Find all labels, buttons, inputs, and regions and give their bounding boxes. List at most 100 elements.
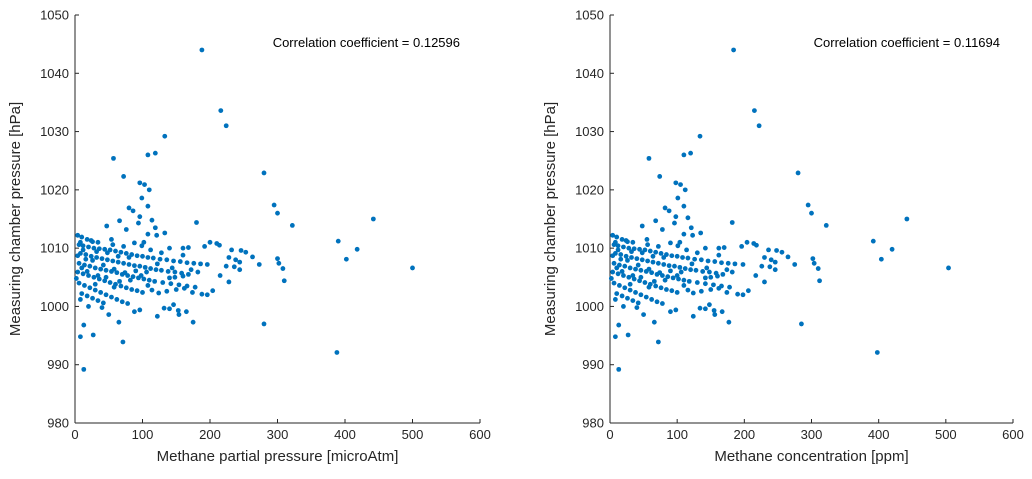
data-point bbox=[126, 255, 132, 260]
data-point bbox=[619, 269, 625, 274]
data-point bbox=[707, 302, 712, 308]
data-point bbox=[370, 216, 376, 222]
data-point bbox=[627, 287, 633, 293]
data-point bbox=[84, 237, 90, 242]
data-point bbox=[629, 255, 634, 260]
data-point bbox=[669, 253, 675, 259]
data-point bbox=[643, 294, 649, 300]
data-point bbox=[76, 242, 82, 248]
data-point bbox=[744, 239, 750, 245]
data-point bbox=[659, 227, 665, 232]
data-point bbox=[645, 258, 651, 264]
y-axis-label: Measuring chamber pressure [hPa] bbox=[7, 102, 24, 336]
data-point bbox=[766, 247, 771, 253]
data-point bbox=[180, 252, 186, 258]
data-point bbox=[731, 47, 736, 53]
data-point bbox=[231, 264, 237, 270]
data-point bbox=[140, 253, 145, 259]
data-point bbox=[192, 284, 198, 290]
data-point bbox=[148, 266, 154, 271]
data-point bbox=[651, 319, 657, 325]
data-point bbox=[649, 297, 655, 302]
data-point bbox=[154, 313, 160, 319]
data-point bbox=[627, 281, 633, 287]
data-point bbox=[666, 263, 672, 269]
data-point bbox=[690, 313, 696, 319]
data-point bbox=[680, 255, 685, 260]
data-point bbox=[614, 234, 620, 240]
data-point bbox=[774, 248, 779, 253]
y-tick-label: 1000 bbox=[575, 299, 604, 314]
data-point bbox=[625, 295, 630, 301]
data-point bbox=[223, 123, 229, 129]
data-point bbox=[634, 256, 640, 262]
x-tick-label: 400 bbox=[868, 427, 890, 442]
data-point bbox=[619, 293, 625, 299]
y-tick-label: 1010 bbox=[40, 241, 69, 256]
data-point bbox=[102, 246, 108, 252]
data-point bbox=[217, 273, 223, 278]
data-point bbox=[658, 250, 664, 256]
data-point bbox=[618, 256, 624, 262]
data-point bbox=[635, 300, 641, 306]
data-point bbox=[715, 273, 720, 279]
data-point bbox=[708, 287, 714, 292]
data-point bbox=[759, 263, 765, 269]
data-point bbox=[190, 319, 196, 325]
data-point bbox=[946, 265, 951, 271]
data-point bbox=[94, 249, 99, 255]
data-point bbox=[118, 249, 124, 255]
data-point bbox=[686, 278, 692, 284]
data-point bbox=[204, 262, 210, 267]
data-point bbox=[84, 293, 90, 299]
data-point bbox=[633, 266, 638, 272]
data-point bbox=[132, 240, 137, 246]
data-point bbox=[180, 273, 186, 279]
data-point bbox=[661, 255, 667, 260]
data-point bbox=[99, 256, 105, 262]
data-point bbox=[725, 260, 731, 266]
data-point bbox=[655, 339, 661, 345]
data-point bbox=[335, 238, 341, 244]
data-point bbox=[681, 231, 687, 237]
x-tick-label: 200 bbox=[733, 427, 755, 442]
data-point bbox=[677, 264, 683, 270]
data-point bbox=[126, 262, 132, 267]
data-point bbox=[88, 253, 94, 259]
data-point bbox=[716, 285, 722, 291]
data-point bbox=[145, 152, 151, 158]
data-point bbox=[111, 155, 116, 161]
data-point bbox=[152, 150, 158, 156]
data-point bbox=[615, 247, 621, 253]
data-point bbox=[684, 247, 689, 253]
data-point bbox=[646, 266, 652, 272]
data-point bbox=[653, 218, 659, 224]
data-point bbox=[612, 334, 618, 340]
data-point bbox=[111, 266, 117, 272]
data-point bbox=[198, 261, 203, 267]
data-point bbox=[625, 332, 631, 338]
x-tick-label: 100 bbox=[666, 427, 688, 442]
data-point bbox=[673, 307, 679, 313]
data-point bbox=[655, 243, 661, 249]
data-point bbox=[610, 253, 616, 259]
data-point bbox=[289, 223, 295, 228]
data-point bbox=[123, 227, 129, 232]
data-point bbox=[146, 187, 152, 193]
data-point bbox=[702, 275, 708, 281]
data-point bbox=[608, 276, 614, 281]
data-point bbox=[172, 269, 178, 275]
data-point bbox=[685, 287, 691, 293]
data-point bbox=[795, 170, 801, 176]
data-point bbox=[86, 304, 91, 309]
data-point bbox=[132, 309, 137, 315]
data-point bbox=[688, 150, 693, 156]
data-point bbox=[121, 260, 126, 266]
data-point bbox=[149, 287, 155, 293]
data-point bbox=[726, 319, 732, 325]
y-tick-label: 1040 bbox=[40, 66, 69, 81]
data-point bbox=[176, 312, 182, 317]
data-point bbox=[638, 292, 644, 298]
data-point bbox=[870, 238, 876, 244]
data-point bbox=[123, 285, 129, 291]
